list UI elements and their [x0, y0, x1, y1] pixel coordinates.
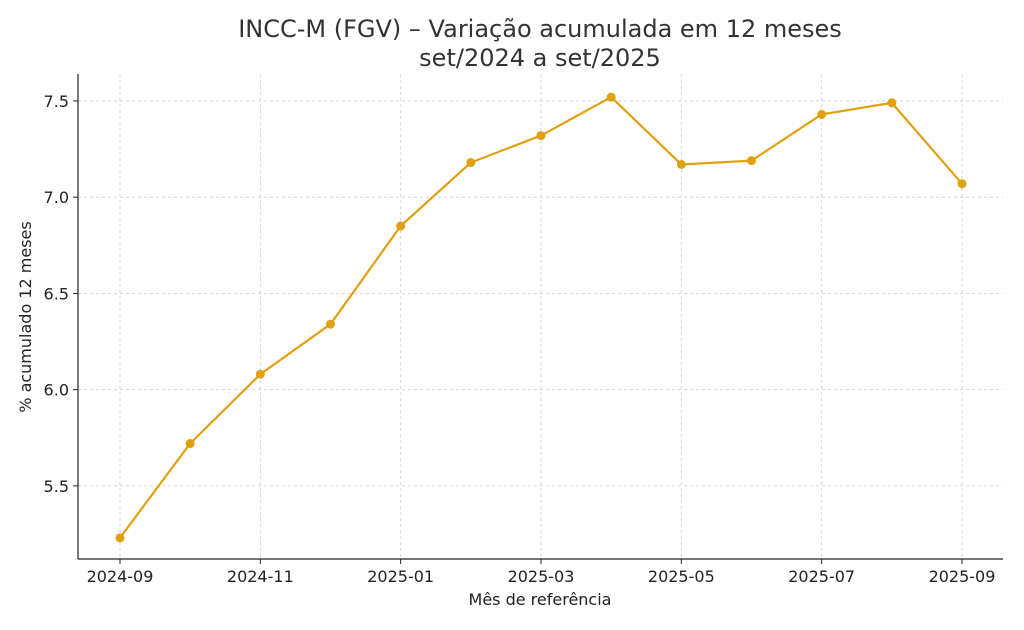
y-tick-label: 6.0	[44, 381, 69, 400]
data-point	[326, 319, 335, 329]
data-point	[115, 533, 125, 543]
x-tick-label: 2025-01	[367, 567, 434, 586]
data-point	[606, 92, 616, 102]
tick-labels: 2024-09 2024-11 2025-01 2025-03 2025-05 2025-…	[44, 92, 996, 586]
chart-subtitle: set/2024 a set/2025	[419, 44, 661, 72]
x-tick-label: 2025-09	[929, 567, 996, 586]
grid	[78, 74, 1003, 559]
y-tick-label: 6.5	[44, 284, 69, 303]
series	[115, 92, 967, 543]
data-point	[887, 98, 897, 108]
data-point	[957, 179, 967, 189]
x-tick-label: 2025-03	[508, 567, 575, 586]
x-tick-label: 2025-05	[648, 567, 715, 586]
y-tick-label: 5.5	[44, 477, 69, 496]
y-tick-label: 7.5	[44, 92, 69, 111]
data-point	[817, 109, 827, 119]
data-point	[396, 221, 406, 231]
x-axis-label: Mês de referência	[469, 590, 612, 609]
data-point	[676, 159, 686, 169]
data-point	[536, 131, 546, 141]
data-point	[466, 158, 476, 168]
data-point	[185, 439, 195, 449]
y-axis-label: % acumulado 12 meses	[16, 221, 35, 412]
data-point	[747, 156, 756, 166]
x-tick-label: 2024-11	[227, 567, 294, 586]
x-tick-label: 2024-09	[87, 567, 154, 586]
y-tick-label: 7.0	[44, 188, 69, 207]
data-point	[255, 369, 265, 379]
x-tick-label: 2025-07	[788, 567, 855, 586]
chart-title: INCC-M (FGV) – Variação acumulada em 12 …	[238, 15, 842, 43]
